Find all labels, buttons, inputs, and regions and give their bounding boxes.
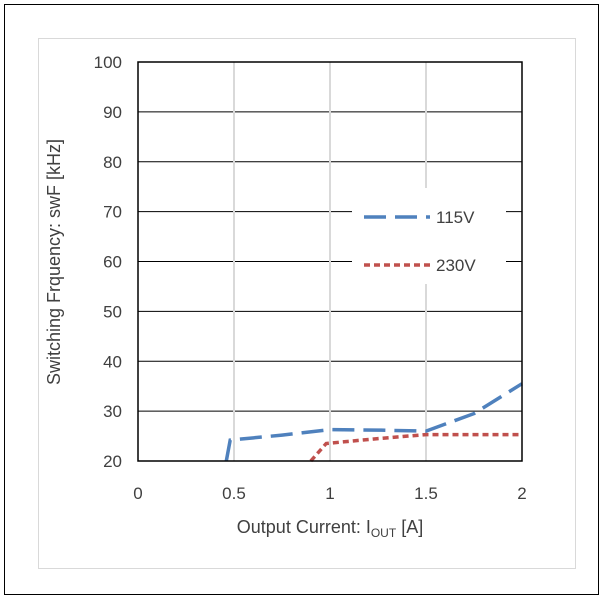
chart-frame [4, 4, 599, 595]
legend-label: 230V [436, 256, 476, 275]
x-tick-label: 1.5 [414, 484, 438, 503]
series-line-115V [224, 382, 523, 462]
y-tick-label: 60 [103, 253, 122, 272]
x-tick-label: 0 [133, 484, 142, 503]
y-tick-label: 80 [103, 153, 122, 172]
x-axis-title: Output Current: IOUT [A] [237, 517, 423, 540]
legend-box [352, 188, 506, 284]
chart-area [38, 38, 576, 569]
legend: 115V 230V [352, 188, 506, 284]
y-tick-label: 70 [103, 203, 122, 222]
y-tick-label: 90 [103, 103, 122, 122]
legend-label: 115V [436, 208, 475, 227]
x-tick-label: 2 [517, 484, 526, 503]
y-tick-label: 30 [103, 402, 122, 421]
y-tick-label: 100 [94, 53, 122, 72]
y-tick-label: 20 [103, 452, 122, 471]
x-tick-label: 1 [325, 484, 334, 503]
y-tick-label: 40 [103, 352, 122, 371]
plot-border [137, 61, 523, 462]
y-tick-label: 50 [103, 302, 122, 321]
y-axis-title: Switching Frquency: swF [kHz] [44, 139, 64, 385]
x-tick-label: 0.5 [222, 484, 246, 503]
series-line-230V [309, 432, 522, 463]
